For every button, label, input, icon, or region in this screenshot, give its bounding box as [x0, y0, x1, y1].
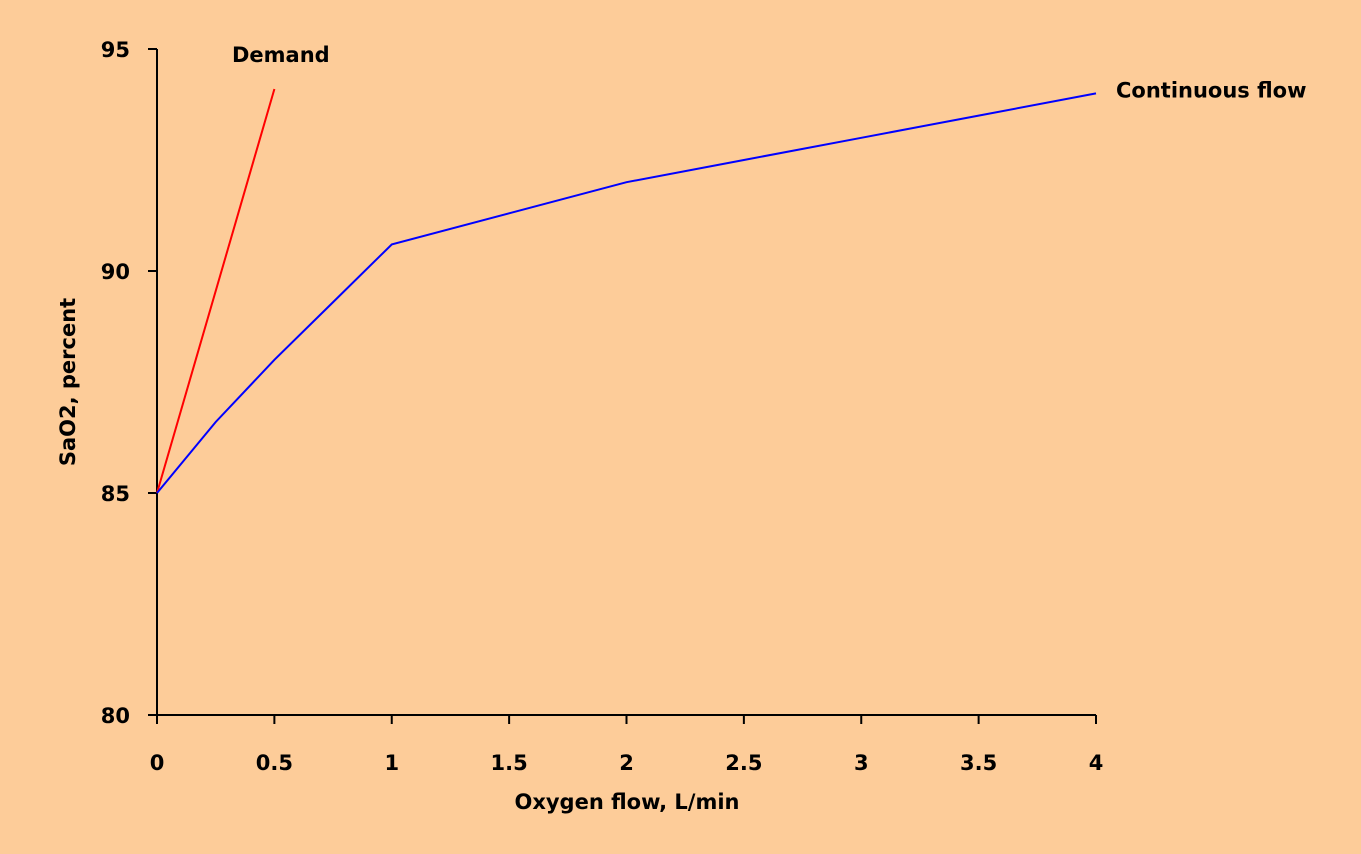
y-axis-title: SaO2, percent [56, 298, 80, 466]
y-tick-label: 80 [101, 704, 130, 728]
series-line-continuous-flow [156, 92, 1097, 494]
x-tick-label: 3 [854, 751, 869, 775]
series-label-demand: Demand [232, 43, 330, 67]
x-axis-title: Oxygen flow, L/min [514, 790, 739, 814]
x-tick-label: 1 [384, 751, 399, 775]
ticks: 0 0.5 1 1.5 2 2.5 3 3.5 4 80 85 90 95 [101, 38, 1104, 775]
labels: Oxygen flow, L/min SaO2, percent Demand C… [56, 43, 1307, 814]
x-tick-label: 4 [1089, 751, 1104, 775]
series [156, 88, 1097, 494]
x-tick-label: 1.5 [491, 751, 528, 775]
x-tick-label: 2 [619, 751, 634, 775]
y-tick-label: 85 [101, 482, 130, 506]
series-line-demand [156, 88, 276, 494]
x-tick-label: 0 [150, 751, 165, 775]
x-tick-label: 0.5 [256, 751, 293, 775]
y-tick-label: 95 [101, 38, 130, 62]
y-tick-label: 90 [101, 260, 130, 284]
x-tick-label: 2.5 [725, 751, 762, 775]
x-tick-label: 3.5 [960, 751, 997, 775]
series-label-continuous-flow: Continuous flow [1116, 78, 1307, 102]
